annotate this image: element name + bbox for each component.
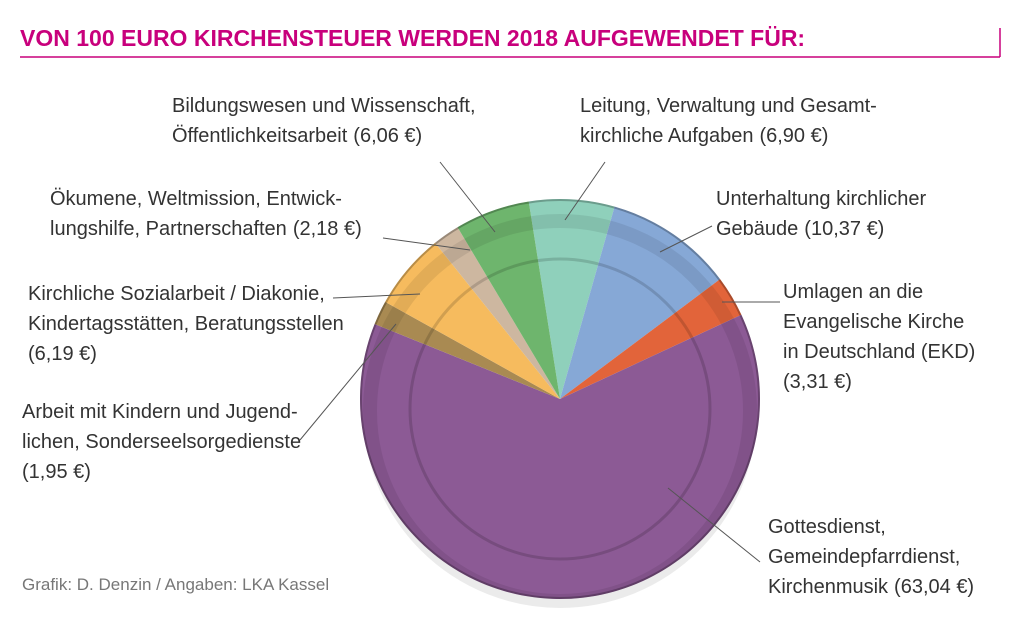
slice-label: Umlagen an die Evangelische Kirche in Deut… — [783, 281, 975, 393]
slice-label: Arbeit mit Kindern und Jugend-lichen, So… — [22, 401, 301, 483]
labels: Leitung, Verwaltung und Gesamt-kirchlich… — [22, 95, 975, 598]
source: Grafik: D. Denzin / Angaben: LKA Kassel — [22, 575, 329, 594]
label-line: Arbeit mit Kindern und Jugend- — [22, 401, 298, 423]
slice-label: Unterhaltung kirchlicher Gebäude (10,37 €) — [716, 188, 926, 240]
pie-slice — [528, 199, 615, 399]
slice-label: Gottesdienst, Gemeindepfarrdienst, Kirchen… — [768, 516, 974, 598]
value-label: (3,31 €) — [783, 371, 852, 393]
leader-line — [439, 161, 496, 233]
pie-slice — [435, 227, 560, 399]
pie-slice — [457, 201, 560, 399]
label-line: Leitung, Verwaltung und Gesamt- — [580, 95, 877, 117]
value-label: (63,04 €) — [894, 576, 974, 598]
leader-line — [659, 225, 713, 253]
pie-slice — [374, 301, 560, 399]
slice-label: Kirchliche Sozialarbeit / Diakonie, Kinde… — [28, 283, 344, 365]
leader-line — [667, 487, 761, 563]
label-line: Umlagen an die — [783, 281, 923, 303]
pie-slice — [560, 279, 742, 399]
label-line: Kirchliche Sozialarbeit / Diakonie, — [28, 283, 325, 305]
coin-rim — [360, 199, 760, 599]
value-label: (6,19 €) — [28, 343, 97, 365]
label-line: Gebäude — [716, 218, 798, 240]
pie-slice — [385, 242, 560, 399]
label-line: Kindertagsstätten, Beratungsstellen — [28, 313, 344, 335]
leader-line — [299, 323, 397, 441]
leader-line — [564, 161, 606, 221]
label-line: kirchliche Aufgaben — [580, 125, 753, 147]
label-line: Gottesdienst, — [768, 516, 886, 538]
pie-slice — [359, 314, 760, 599]
slice-label: Ökumene, Weltmission, Entwick-lungshilfe… — [50, 188, 362, 240]
slice-label: Leitung, Verwaltung und Gesamt-kirchlich… — [580, 95, 877, 147]
value-label: (10,37 €) — [804, 218, 884, 240]
label-line: in Deutschland (EKD) — [783, 341, 975, 363]
value-label: (1,95 €) — [22, 461, 91, 483]
coin-inner-shadow — [363, 214, 757, 608]
chart-title: VON 100 EURO KIRCHENSTEUER WERDEN 2018 A… — [20, 25, 805, 51]
label-line: Ökumene, Weltmission, Entwick- — [50, 188, 342, 210]
label-line: lungshilfe, Partnerschaften — [50, 218, 287, 240]
label-line: Öffentlichkeitsarbeit — [172, 125, 348, 147]
value-label: (2,18 €) — [293, 218, 362, 240]
label-line: Bildungswesen und Wissenschaft, — [172, 95, 476, 117]
pie — [359, 199, 760, 608]
slice-label: Bildungswesen und Wissenschaft, Öffentlic… — [172, 95, 476, 147]
coin-inner — [408, 257, 712, 561]
value-label: (6,90 €) — [759, 125, 828, 147]
leader-line — [332, 293, 421, 299]
label-line: Kirchenmusik — [768, 576, 889, 598]
value-label: (6,06 €) — [353, 125, 422, 147]
leader-line — [382, 237, 471, 251]
label-line: Unterhaltung kirchlicher — [716, 188, 926, 210]
pie-slice — [560, 206, 721, 399]
label-line: Evangelische Kirche — [783, 311, 964, 333]
label-line: lichen, Sonderseelsorgedienste — [22, 431, 301, 453]
label-line: Gemeindepfarrdienst, — [768, 546, 960, 568]
